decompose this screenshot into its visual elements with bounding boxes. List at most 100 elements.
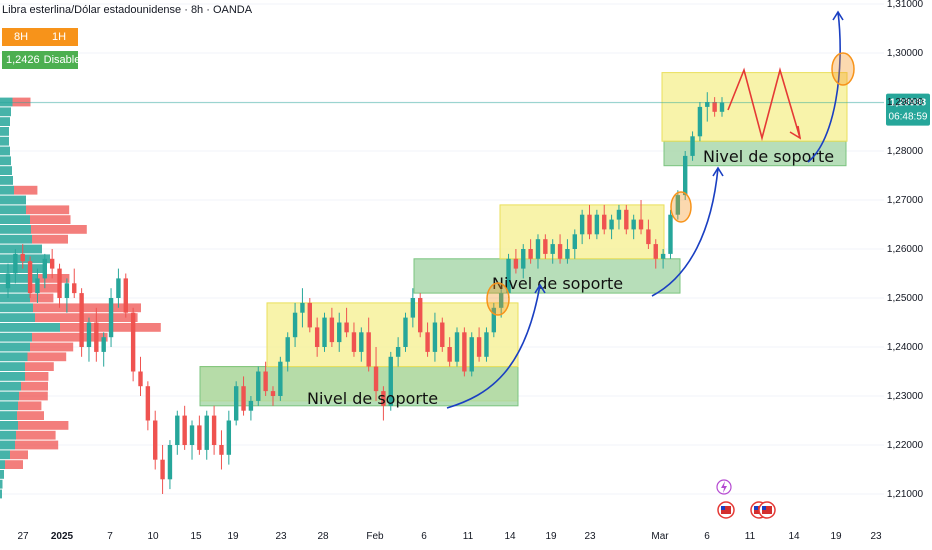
candle xyxy=(79,288,84,357)
x-tick-label: 14 xyxy=(788,531,800,542)
volume-bar-up xyxy=(0,293,30,303)
volume-bar-up xyxy=(0,244,42,254)
flag-canton xyxy=(754,506,758,510)
volume-bar-down xyxy=(32,234,68,244)
candle xyxy=(197,415,202,455)
candle-body xyxy=(101,337,106,352)
candle-body xyxy=(138,371,143,387)
us-flag-icon xyxy=(758,501,776,519)
candle-body xyxy=(49,258,55,269)
volume-bar-up xyxy=(0,176,13,185)
volume-bar-up xyxy=(0,460,5,469)
candle-body xyxy=(675,195,681,215)
y-tick-label: 1,28000 xyxy=(887,146,924,157)
candle-body xyxy=(381,391,386,406)
candle xyxy=(138,356,143,396)
candle-body xyxy=(359,332,364,352)
volume-bar-up xyxy=(0,342,30,352)
candle xyxy=(638,200,644,235)
volume-bar-down xyxy=(5,460,23,469)
candle xyxy=(675,190,681,220)
candle xyxy=(337,312,342,352)
volume-bar-down xyxy=(30,342,74,352)
candle-body xyxy=(248,400,254,411)
candle xyxy=(226,410,232,465)
candle-body xyxy=(366,332,371,367)
x-tick-label: 19 xyxy=(545,531,557,542)
candle-body xyxy=(292,312,298,338)
candle-body xyxy=(535,239,541,259)
volume-bar-down xyxy=(37,274,70,283)
lightning-icon xyxy=(716,479,732,495)
candle-body xyxy=(314,327,320,347)
volume-bar-up xyxy=(0,401,18,411)
x-tick-label: Feb xyxy=(366,531,384,542)
candle-body xyxy=(86,322,92,347)
candle-body xyxy=(35,278,40,294)
x-tick-label: 11 xyxy=(463,531,474,542)
x-tick-label: Mar xyxy=(651,531,669,542)
y-tick-label: 1,27000 xyxy=(887,195,924,206)
candle-body xyxy=(241,386,246,411)
volume-bar-up xyxy=(0,450,10,460)
candle-body xyxy=(270,391,276,396)
x-tick-label: 23 xyxy=(584,531,596,542)
volume-bar-up xyxy=(0,97,13,107)
candle-body xyxy=(484,332,489,357)
timeframe-8h-button[interactable]: 8H xyxy=(2,28,40,46)
volume-bar-down xyxy=(12,97,31,107)
volume-bar-down xyxy=(30,215,71,224)
support-label: Nivel de soporte xyxy=(307,389,438,408)
candle xyxy=(388,351,393,411)
candle xyxy=(513,249,519,274)
symbol-title[interactable]: Libra esterlina/Dólar estadounidense · 8… xyxy=(2,4,253,16)
candle-body xyxy=(123,278,128,313)
volume-bar-down xyxy=(18,401,42,411)
candle xyxy=(469,332,474,377)
candle xyxy=(447,337,452,367)
candle xyxy=(550,239,555,264)
candle-body xyxy=(690,136,695,156)
candle-body xyxy=(175,415,180,445)
candle xyxy=(476,327,482,362)
candle-body xyxy=(337,322,342,343)
candle xyxy=(256,366,261,406)
volume-bar-up xyxy=(0,215,30,224)
price-axis: 1,31000 1,30000 1,29000 1,28000 1,27000 1,260… xyxy=(887,0,924,500)
candle-body xyxy=(57,268,62,298)
candle-body xyxy=(307,302,312,328)
volume-bar-up xyxy=(0,421,18,430)
candle xyxy=(27,256,33,298)
candle xyxy=(498,283,504,318)
candle-body xyxy=(572,234,577,249)
candle xyxy=(587,204,592,240)
candle xyxy=(57,263,62,308)
candle xyxy=(72,268,77,298)
timeframe-1h-button[interactable]: 1H xyxy=(40,28,78,46)
y-tick-label: 1,31000 xyxy=(887,0,924,10)
candlesticks xyxy=(5,92,725,494)
x-tick-label: 6 xyxy=(704,531,710,542)
candle-body xyxy=(557,244,563,259)
candle-body xyxy=(491,307,497,333)
volume-bar-up xyxy=(0,323,60,332)
candle xyxy=(153,410,158,470)
y-tick-label: 1,21000 xyxy=(887,489,924,500)
candle-body xyxy=(226,420,232,455)
breakout-highlight xyxy=(486,282,510,316)
drawing-overlay: 1,28988 06:48:59 Nivel de soporte Nivel de … xyxy=(0,10,930,519)
candle xyxy=(182,405,187,450)
x-tick-label: 19 xyxy=(830,531,842,542)
volume-bar-up xyxy=(0,136,9,146)
candle xyxy=(101,332,106,367)
candle-body xyxy=(579,214,585,235)
breakout-highlight xyxy=(670,191,692,223)
candle xyxy=(602,204,607,235)
volume-bar-up xyxy=(0,205,26,215)
volume-bar-down xyxy=(31,283,60,293)
candle-body xyxy=(410,298,416,318)
candle-body xyxy=(602,214,607,230)
trend-arrow xyxy=(446,284,541,409)
candle-body xyxy=(160,459,165,480)
